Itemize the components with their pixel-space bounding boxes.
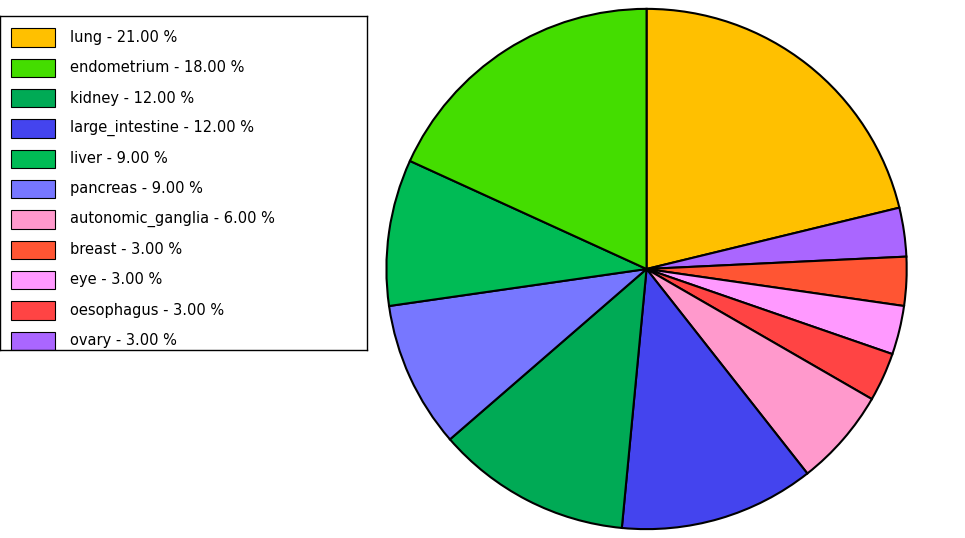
FancyBboxPatch shape — [11, 180, 55, 199]
Wedge shape — [450, 269, 647, 528]
Text: pancreas - 9.00 %: pancreas - 9.00 % — [69, 181, 203, 196]
FancyBboxPatch shape — [11, 59, 55, 77]
FancyBboxPatch shape — [11, 331, 55, 350]
Wedge shape — [647, 208, 906, 269]
Text: ovary - 3.00 %: ovary - 3.00 % — [69, 333, 177, 348]
Text: kidney - 12.00 %: kidney - 12.00 % — [69, 90, 194, 105]
Wedge shape — [389, 269, 647, 440]
FancyBboxPatch shape — [11, 150, 55, 168]
Text: liver - 9.00 %: liver - 9.00 % — [69, 151, 167, 166]
FancyBboxPatch shape — [11, 29, 55, 47]
Text: breast - 3.00 %: breast - 3.00 % — [69, 242, 181, 257]
Text: endometrium - 18.00 %: endometrium - 18.00 % — [69, 60, 244, 75]
Wedge shape — [647, 9, 899, 269]
FancyBboxPatch shape — [11, 271, 55, 289]
Wedge shape — [386, 161, 647, 306]
Text: oesophagus - 3.00 %: oesophagus - 3.00 % — [69, 303, 224, 318]
Text: large_intestine - 12.00 %: large_intestine - 12.00 % — [69, 120, 254, 137]
Wedge shape — [647, 269, 904, 354]
FancyBboxPatch shape — [11, 240, 55, 259]
FancyBboxPatch shape — [11, 89, 55, 108]
FancyBboxPatch shape — [11, 210, 55, 229]
Wedge shape — [647, 257, 907, 306]
Wedge shape — [410, 9, 647, 269]
FancyBboxPatch shape — [11, 301, 55, 320]
FancyBboxPatch shape — [11, 119, 55, 138]
Text: autonomic_ganglia - 6.00 %: autonomic_ganglia - 6.00 % — [69, 211, 275, 228]
Wedge shape — [621, 269, 808, 529]
Wedge shape — [647, 269, 893, 399]
Text: eye - 3.00 %: eye - 3.00 % — [69, 272, 162, 287]
Text: lung - 21.00 %: lung - 21.00 % — [69, 30, 177, 45]
Wedge shape — [647, 269, 871, 473]
